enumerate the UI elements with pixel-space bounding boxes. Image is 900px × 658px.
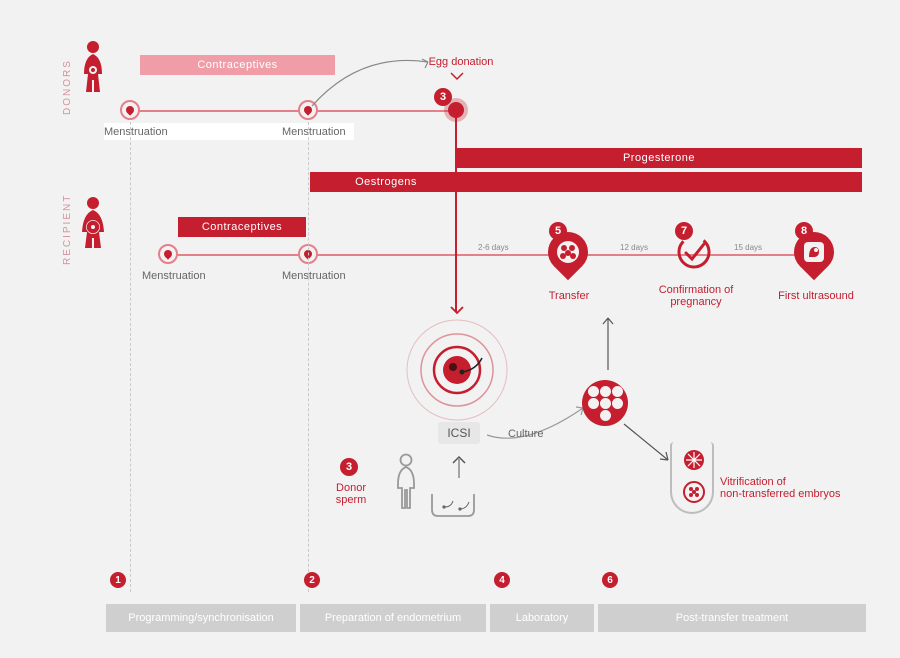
progesterone-label: Progesterone: [623, 152, 695, 164]
recipient-mens-1-label: Menstruation: [142, 270, 206, 282]
donor-timeline: [130, 110, 456, 112]
phase-4: 6 Post-transfer treatment: [598, 604, 866, 632]
recipient-mens-1-icon: [158, 244, 178, 264]
phase-1: 1 Programming/synchronisation: [106, 604, 296, 632]
donors-label: DONORS: [62, 59, 73, 115]
donor-person-icon: [78, 40, 108, 98]
recipient-person-icon: [78, 196, 108, 254]
up-arrow-icon: [600, 310, 620, 374]
phase-2-label: Preparation of endometrium: [325, 612, 461, 624]
phase-2: 2 Preparation of endometrium: [300, 604, 486, 632]
phase-1-label: Programming/synchronisation: [128, 612, 274, 624]
recipient-timeline: [168, 254, 814, 256]
donor-mens-2-label: Menstruation: [282, 126, 346, 138]
recipient-mens-2-label: Menstruation: [282, 270, 346, 282]
confirmation-badge: 7: [675, 222, 693, 240]
phase-2-badge: 2: [304, 572, 320, 588]
progesterone-bar: Progesterone: [456, 148, 862, 168]
oestrogens-label: Oestrogens: [355, 176, 417, 188]
interval-1: 2-6 days: [478, 243, 509, 252]
donor-mens-1-icon: [120, 100, 140, 120]
chevron-up-icon: [452, 454, 466, 478]
icsi-label-box: ICSI: [438, 422, 480, 444]
dish-icon: [430, 492, 476, 518]
oestrogens-bar: Oestrogens: [310, 172, 862, 192]
egg-to-icsi-line: [455, 112, 457, 312]
interval-2: 12 days: [620, 243, 648, 252]
phase-3-label: Laboratory: [516, 612, 569, 624]
ultrasound-icon: [801, 239, 827, 265]
donor-arc-arrow: [310, 56, 450, 110]
ultrasound-badge: 8: [795, 222, 813, 240]
recipient-label: RECIPIENT: [62, 194, 73, 265]
phase-1-badge: 1: [110, 572, 126, 588]
vitrification-label: Vitrification of non-transferred embryos: [720, 476, 870, 500]
phase-4-label: Post-transfer treatment: [676, 612, 789, 624]
phase-4-badge: 6: [602, 572, 618, 588]
donor-sperm-badge: 3: [340, 458, 358, 476]
phase-3: 4 Laboratory: [490, 604, 594, 632]
embryo-icon: [555, 239, 581, 265]
chevron-down-icon: [450, 72, 464, 82]
donor-sperm-label: Donor sperm: [326, 482, 376, 506]
sperm-donor-person-icon: [392, 454, 420, 512]
transfer-badge: 5: [549, 222, 567, 240]
phase-3-badge: 4: [494, 572, 510, 588]
confirmation-label: Confirmation of pregnancy: [650, 284, 742, 308]
donor-contraceptives-bar: Contraceptives: [140, 55, 335, 75]
interval-3: 15 days: [734, 243, 762, 252]
donor-mens-1-label: Menstruation: [104, 126, 168, 138]
recipient-contraceptives-bar: Contraceptives: [178, 217, 306, 237]
vline-2: [308, 122, 309, 592]
culture-label: Culture: [508, 428, 543, 440]
donor-contraceptives-label: Contraceptives: [197, 59, 277, 71]
recipient-contraceptives-label: Contraceptives: [202, 221, 282, 233]
vline-1: [130, 122, 131, 592]
vitrification-tube-icon: [670, 442, 714, 514]
ultrasound-label: First ultrasound: [776, 290, 856, 302]
transfer-label: Transfer: [546, 290, 592, 302]
culture-arrow: [485, 400, 595, 450]
